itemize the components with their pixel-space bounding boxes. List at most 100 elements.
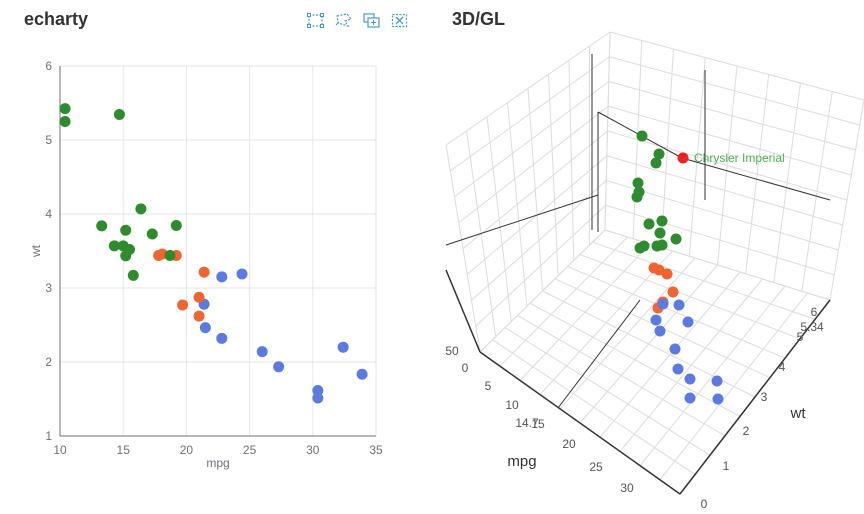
z-axis-line [445,269,481,353]
clear-selection-icon[interactable] [390,11,408,29]
tick-label: 14.7 [515,416,539,430]
y-tick-label: 4 [45,207,52,221]
mpg-axis-line [479,351,681,495]
data-point [59,103,71,115]
grid-line [592,241,816,320]
tick-label: 20 [562,437,576,451]
grid-line [527,88,543,292]
grid-line [773,82,801,283]
grid-line [607,105,852,176]
data-point [216,271,228,283]
grid-line [609,56,860,126]
data-point [216,332,228,344]
keep-selection-icon[interactable] [362,11,380,29]
data-point-3d [653,148,665,160]
data-point-3d [672,363,684,375]
data-point [59,116,71,127]
data-point-3d [661,268,673,280]
data-point [170,219,182,231]
y-axis-label: wt [29,244,43,258]
tick-label: 6 [811,305,818,319]
tick-label: 5.34 [800,320,824,334]
grid-line [579,253,801,340]
y-tick-label: 1 [45,429,52,443]
grid-line [745,74,770,274]
grid-line [567,266,786,359]
x-tick-label: 10 [53,443,67,457]
x-axis-label: mpg [206,456,229,470]
grid-line [458,105,609,224]
data-point [164,249,176,261]
data-point [236,268,248,280]
data-point-3d [656,215,668,227]
grid-line [639,285,786,466]
grid-line [609,31,864,101]
data-point [177,299,189,311]
data-point-3d [667,286,679,298]
grid-line [599,271,741,438]
grid-line [568,60,575,261]
data-point-3d [636,130,648,142]
data-point [146,228,158,240]
guide-line [557,299,641,409]
y-tick-label: 3 [45,281,52,295]
toolbox [306,11,408,29]
data-point-3d [654,227,666,239]
data-point-3d [711,375,723,387]
data-point-3d [673,299,685,311]
tick-label: 5 [797,330,804,344]
data-point-3d [634,242,646,254]
tick-label: 10 [505,398,519,412]
data-point-3d [712,393,724,405]
data-point-3d [643,218,655,230]
data-point [256,346,268,358]
data-point-3d [654,325,666,337]
y-axis-label-3d: wt [790,405,807,422]
data-point-3d [631,191,643,203]
grid-line [619,278,763,452]
guide-line [681,157,831,201]
tick-label: 5 [485,379,492,393]
data-point [273,361,285,373]
data-point [127,269,139,281]
data-point-3d [650,314,662,326]
x-tick-label: 35 [369,443,383,457]
data-point-3d [657,298,669,310]
data-point [113,108,125,120]
data-point [193,310,205,322]
grid-line [829,99,864,301]
data-point-3d [670,233,682,245]
data-point [96,220,108,232]
data-point [153,249,165,261]
data-point-3d [684,373,696,385]
scatter-chart-2d[interactable]: 10 15 20 25 30 35 1 2 3 4 5 6 mpg wt [0,0,420,514]
data-point [108,240,120,252]
data-point-3d [684,392,696,404]
x-tick-label: 15 [117,443,131,457]
data-point [117,240,129,252]
grid-line [579,264,718,424]
tick-label: 15 [531,417,545,431]
data-point-3d [632,177,644,189]
box-select-icon[interactable] [306,11,324,29]
data-point-3d [650,157,662,169]
data-point [198,266,210,278]
grid-line [454,81,610,198]
scatter-chart-3d[interactable]: 51014.7152025300123455.346050mpgwtChrysl… [430,0,864,514]
data-point [356,368,368,380]
data-point-3d [682,316,694,328]
data-point [199,322,211,334]
grid-line [717,65,738,266]
lasso-select-icon[interactable] [334,11,352,29]
wt-axis-line [679,299,831,495]
x-tick-label: 20 [180,443,194,457]
data-point [120,250,132,262]
x-tick-label: 25 [243,443,257,457]
y-tick-label: 6 [45,59,52,73]
point-annotation: Chrysler Imperial [694,151,785,165]
chart-title-right: 3D/GL [452,9,506,29]
y-tick-label: 2 [45,355,52,369]
grid-line [445,31,611,146]
y-tick-label: 5 [45,133,52,147]
grid-line [659,292,808,481]
